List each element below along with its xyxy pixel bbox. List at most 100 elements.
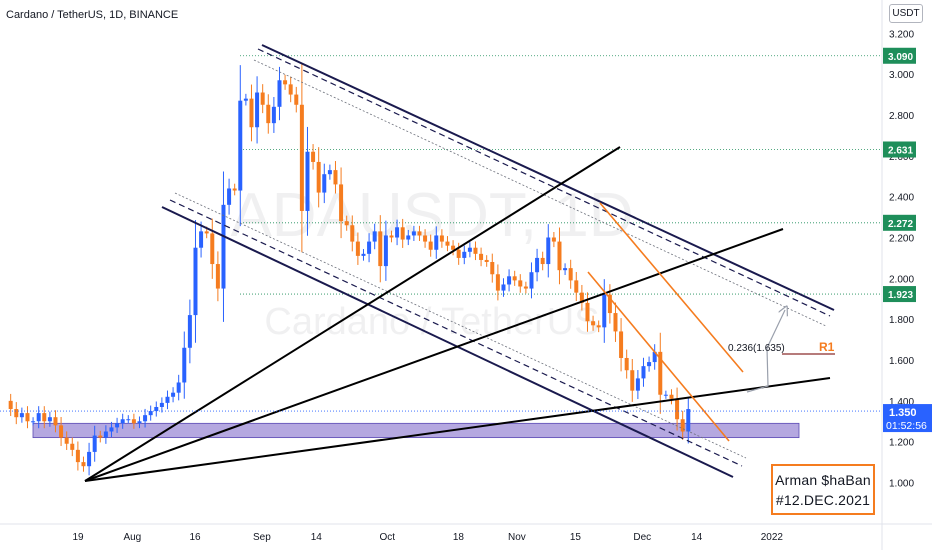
candle-body xyxy=(59,425,64,438)
candle-body xyxy=(305,151,310,211)
candle-body xyxy=(344,221,349,226)
watermark-symbol: ADAUSDT, 1D xyxy=(230,181,633,250)
candle-body xyxy=(75,449,80,463)
time-tick: 14 xyxy=(691,532,703,543)
currency-button[interactable]: USDT xyxy=(889,4,923,23)
support-zone[interactable] xyxy=(32,422,800,439)
candle-body xyxy=(619,331,624,358)
time-tick: Nov xyxy=(508,532,526,543)
candle-body xyxy=(154,406,159,412)
price-tick: 1.800 xyxy=(889,315,914,326)
candle-body xyxy=(143,415,148,422)
candle-body xyxy=(529,272,534,289)
level-label-bg xyxy=(883,286,916,303)
candle-body xyxy=(495,274,500,291)
candle-body xyxy=(311,151,316,162)
candle-body xyxy=(36,413,41,422)
candle-body xyxy=(395,227,400,238)
candle-body xyxy=(591,321,596,326)
fan-trendline-mid[interactable] xyxy=(84,228,784,482)
candle-body xyxy=(53,417,58,426)
chart-title: Cardano / TetherUS, 1D, BINANCE xyxy=(6,9,179,21)
level-label: 2.631 xyxy=(888,145,913,156)
candle-body xyxy=(238,100,243,191)
candle-body xyxy=(339,184,344,222)
channel-upper-dotted xyxy=(253,59,827,327)
candle-body xyxy=(658,351,663,395)
candle-body xyxy=(630,370,635,391)
candle-body xyxy=(445,241,450,246)
channel-upper-line[interactable] xyxy=(261,44,835,311)
candle-body xyxy=(367,241,372,254)
candle-body xyxy=(187,315,192,348)
candle-body xyxy=(417,231,422,236)
candle-body xyxy=(624,357,629,371)
time-tick: 14 xyxy=(311,532,323,543)
candle-body xyxy=(215,264,220,289)
orange-channel-upper[interactable] xyxy=(599,202,744,373)
orange-channel-lower[interactable] xyxy=(587,271,730,442)
candle-body xyxy=(176,382,181,393)
time-tick: 19 xyxy=(72,532,84,543)
candle-body xyxy=(523,286,528,289)
candle-body xyxy=(103,431,108,438)
candle-body xyxy=(535,257,540,273)
candle-body xyxy=(411,231,416,236)
level-label: 2.272 xyxy=(888,219,913,230)
candle-body xyxy=(120,419,125,424)
channel-lower-line[interactable] xyxy=(161,206,734,478)
candle-body xyxy=(159,402,164,407)
price-tick: 1.200 xyxy=(889,438,914,449)
candle-body xyxy=(266,104,271,124)
candle-body xyxy=(512,276,517,281)
channel-lower-dashed xyxy=(169,199,743,467)
candle-body xyxy=(271,106,276,124)
candle-body xyxy=(255,92,260,128)
candle-body xyxy=(568,268,573,281)
candle-body xyxy=(316,161,321,193)
candle-body xyxy=(98,435,103,438)
candle-body xyxy=(221,204,226,289)
candle-body xyxy=(361,253,366,256)
candle-body xyxy=(607,294,612,314)
candle-body xyxy=(652,351,657,363)
level-label-bg xyxy=(883,47,916,64)
candle-body xyxy=(596,325,601,328)
candle-body xyxy=(641,366,646,379)
candle-body xyxy=(42,413,47,422)
time-axis[interactable]: 19 Aug 16 Sep 14 Oct 18 Nov 15 Dec 14 2022 xyxy=(72,532,783,543)
price-tick: 2.000 xyxy=(889,274,914,285)
fan-trendline-flat[interactable] xyxy=(84,377,831,482)
price-tick: 1.000 xyxy=(889,479,914,490)
candle-body xyxy=(378,231,383,267)
fan-trendline-steep[interactable] xyxy=(84,146,621,482)
candle-body xyxy=(579,292,584,303)
time-tick: Dec xyxy=(633,532,651,543)
price-tick: 1.600 xyxy=(889,356,914,367)
candle-body xyxy=(294,94,299,105)
time-tick: 15 xyxy=(570,532,582,543)
candle-body xyxy=(193,247,198,316)
candle-body xyxy=(199,231,204,248)
candle-body xyxy=(635,378,640,391)
time-tick: 16 xyxy=(189,532,201,543)
candle-body xyxy=(87,451,92,467)
candle-body xyxy=(540,257,545,265)
current-price-label: 1.350 01:52:56 xyxy=(883,404,932,433)
candle-body xyxy=(501,284,506,291)
candle-body xyxy=(64,437,69,444)
candle-body xyxy=(31,421,36,423)
candle-body xyxy=(126,419,131,421)
candle-body xyxy=(585,302,590,322)
candle-body xyxy=(546,237,551,265)
candle-body xyxy=(389,235,394,238)
channel-lower-dotted xyxy=(174,192,747,459)
candle-body xyxy=(115,423,120,428)
projection-arrow xyxy=(746,310,785,393)
candlesticks xyxy=(8,63,691,476)
candle-body xyxy=(680,419,685,432)
candle-body xyxy=(277,80,282,107)
candle-body xyxy=(473,247,478,254)
price-tick: 2.800 xyxy=(889,111,914,122)
